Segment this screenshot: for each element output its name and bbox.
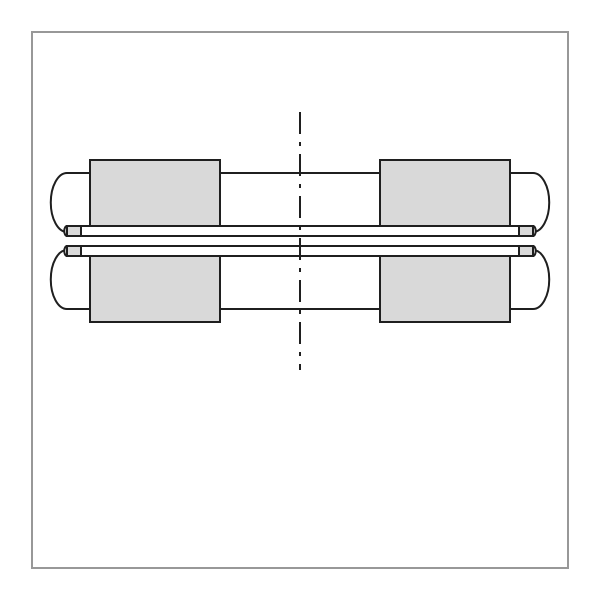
roller-left-top	[90, 160, 220, 226]
diagram-stage	[0, 0, 600, 600]
roller-right-bottom	[380, 256, 510, 322]
cage-tab-right-bottom	[519, 246, 533, 256]
cage-tab-left-bottom	[67, 246, 81, 256]
roller-left-bottom	[90, 256, 220, 322]
cage-tab-left-top	[67, 226, 81, 236]
roller-right-top	[380, 160, 510, 226]
cage-tab-right-top	[519, 226, 533, 236]
cross-section-svg	[0, 0, 600, 600]
